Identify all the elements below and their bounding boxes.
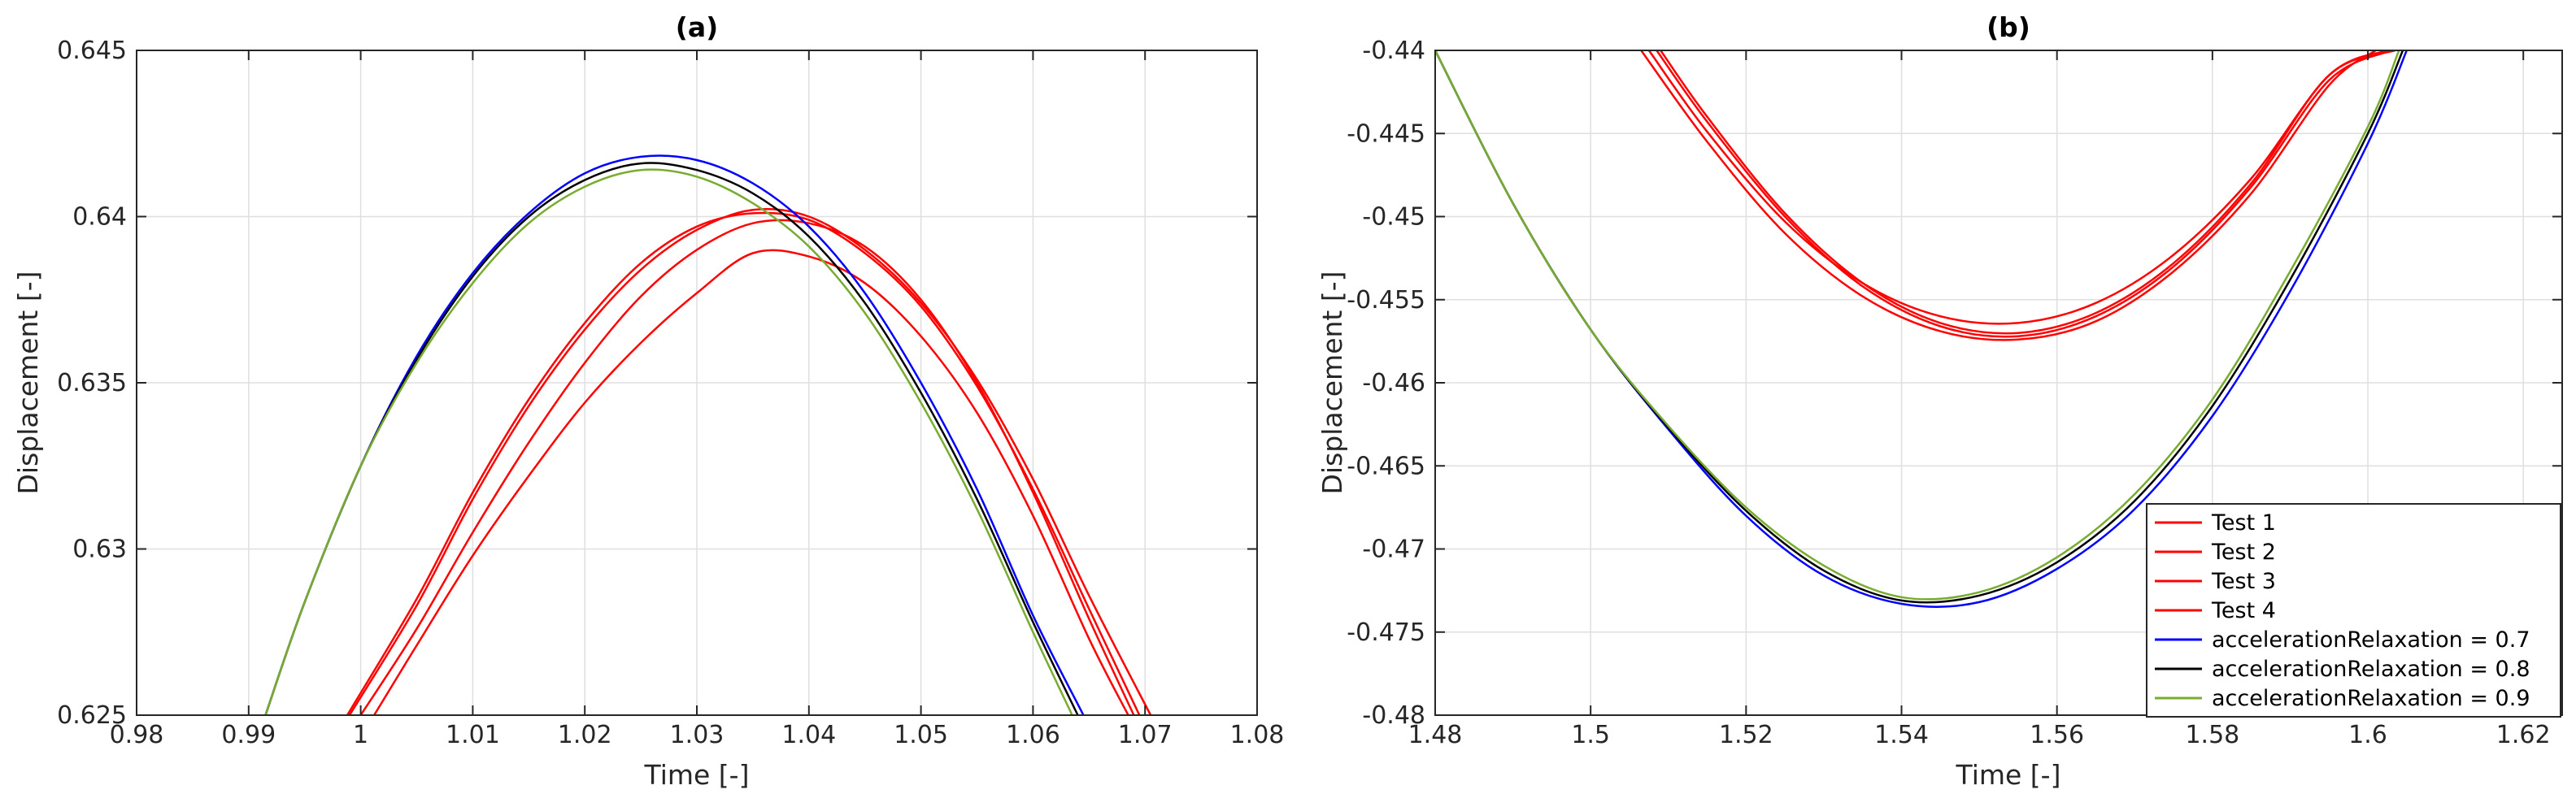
- legend-label: Test 3: [2211, 569, 2276, 594]
- x-tick-label: 1.6: [2348, 721, 2387, 749]
- series-group-b: [1435, 50, 2408, 608]
- legend-box: [2146, 503, 2561, 718]
- x-tick-label: 1.54: [1874, 721, 1929, 749]
- series-line-test-4: [372, 249, 1129, 715]
- legend-label: Test 4: [2211, 598, 2276, 623]
- x-tick-label: 1.52: [1719, 721, 1773, 749]
- x-ticks-b: 1.48 1.5 1.52 1.54 1.56 1.58 1.6 1.62: [1408, 50, 2551, 749]
- x-tick-label: 1.03: [670, 721, 724, 749]
- y-tick-label: -0.45: [1362, 203, 1425, 232]
- y-tick-label: -0.465: [1347, 452, 1425, 480]
- x-tick-label: 1: [353, 721, 368, 749]
- y-axis-label-b: Displacement [-]: [1316, 271, 1348, 494]
- y-ticks-a: 0.625 0.63 0.635 0.64 0.645: [57, 37, 1257, 730]
- x-tick-label: 1.02: [558, 721, 612, 749]
- y-ticks-b: -0.44 -0.445 -0.45 -0.455 -0.46 -0.465 -0.47 -0…: [1347, 37, 2562, 730]
- y-tick-label: 0.625: [57, 701, 127, 730]
- y-tick-label: 0.63: [72, 536, 127, 564]
- series-line-test-1: [346, 211, 1141, 715]
- chart-title-b: (b): [1986, 11, 2030, 43]
- series-line-test-3: [359, 219, 1135, 715]
- y-axis-label-a: Displacement [-]: [12, 271, 44, 494]
- legend-label: accelerationRelaxation = 0.9: [2212, 686, 2530, 711]
- legend-label: Test 2: [2211, 540, 2276, 565]
- x-axis-label-b: Time [-]: [1956, 759, 2061, 791]
- y-tick-label: -0.48: [1362, 701, 1425, 730]
- chart-title-a: (a): [676, 11, 718, 43]
- x-tick-label: 1.5: [1571, 721, 1610, 749]
- legend-label: accelerationRelaxation = 0.7: [2212, 627, 2530, 653]
- x-tick-label: 1.04: [781, 721, 836, 749]
- x-tick-label: 1.08: [1230, 721, 1285, 749]
- series-group-a: [264, 154, 1152, 715]
- series-line-test-4: [1659, 50, 2396, 335]
- legend: Test 1 Test 2 Test 3 Test 4 accelerationRela…: [2146, 503, 2561, 718]
- y-tick-label: -0.46: [1362, 369, 1425, 397]
- series-line-test-1: [1647, 50, 2389, 325]
- x-tick-label: 1.58: [2185, 721, 2239, 749]
- x-tick-label: 1.01: [446, 721, 500, 749]
- x-tick-label: 1.05: [894, 721, 948, 749]
- panel-a: 0.98 0.99 1 1.01 1.02 1.03 1.04 1.05 1.06 1.07 1.0…: [12, 11, 1284, 791]
- legend-label: accelerationRelaxation = 0.8: [2212, 657, 2530, 682]
- series-line-test-2: [1656, 50, 2392, 338]
- y-tick-label: -0.445: [1347, 119, 1425, 148]
- y-tick-label: 0.64: [72, 203, 127, 232]
- y-tick-label: -0.455: [1347, 286, 1425, 315]
- x-tick-label: 1.06: [1006, 721, 1060, 749]
- series-line-test-2: [348, 208, 1152, 715]
- y-tick-label: -0.47: [1362, 536, 1425, 564]
- y-tick-label: -0.475: [1347, 618, 1425, 647]
- legend-label: Test 1: [2211, 510, 2276, 536]
- x-tick-label: 1.07: [1118, 721, 1173, 749]
- x-tick-label: 1.48: [1408, 721, 1463, 749]
- y-tick-label: 0.635: [57, 369, 127, 397]
- x-tick-label: 1.56: [2030, 721, 2084, 749]
- series-line-test-3: [1640, 50, 2377, 341]
- series-line-accelerationrelaxation-0-9: [1435, 50, 2400, 601]
- series-line-accelerationrelaxation-0-9: [264, 168, 1073, 715]
- x-tick-label: 0.99: [221, 721, 276, 749]
- panel-b: 1.48 1.5 1.52 1.54 1.56 1.58 1.6 1.62 -0.44-0.4…: [1316, 11, 2563, 791]
- x-tick-label: 0.98: [110, 721, 164, 749]
- x-ticks-a: 0.98 0.99 1 1.01 1.02 1.03 1.04 1.05 1.06 1.07 1.0…: [110, 50, 1285, 749]
- x-axis-label-a: Time [-]: [644, 759, 750, 791]
- x-tick-label: 1.62: [2496, 721, 2551, 749]
- y-tick-label: 0.645: [57, 37, 127, 65]
- y-tick-label: -0.44: [1362, 37, 1425, 65]
